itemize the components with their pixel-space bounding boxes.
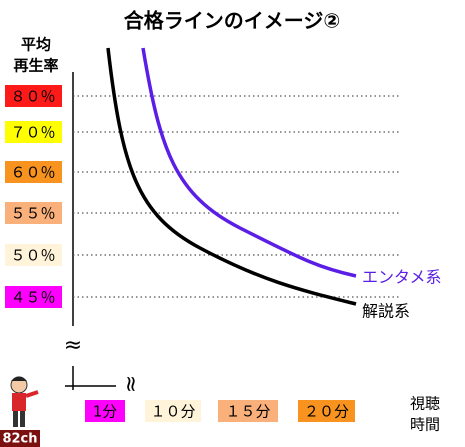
logo-box [0,430,40,447]
x-tick-label: 1分 [93,403,118,421]
y-tick-label: ４５％ [10,289,55,307]
y-tick-label: ５０％ [10,247,55,265]
x-level-box [298,400,355,422]
y-tick-label: ６０％ [10,164,55,182]
curve [141,47,357,278]
x-tick-label: １０分 [150,403,195,421]
y-level-box [5,286,62,308]
logo: 82ch [2,432,37,447]
x-axis-label: 視聴 [410,395,440,413]
x-tick-label: ２０分 [304,403,349,421]
x-level-box [218,400,278,422]
y-axis-label: 再生率 [13,57,58,75]
x-level-box [145,400,201,422]
y-tick-label: ８０％ [10,88,55,106]
curve-label: エンタメ系 [362,268,442,287]
curve [106,47,357,306]
y-level-box [5,244,62,266]
x-axis-label: 時間 [410,416,440,434]
x-tick-label: １５分 [225,403,270,421]
axis-break: ≈ [64,333,82,358]
axis-break: ≈ [118,375,143,393]
y-level-box [5,121,62,143]
y-level-box [5,202,62,224]
y-tick-label: ５５％ [10,205,55,223]
y-level-box [5,161,62,183]
y-level-box [5,85,62,107]
logo-figure [10,376,39,427]
y-axis-label: 平均 [21,36,51,54]
chart-title: 合格ラインのイメージ② [124,9,341,33]
curve-label: 解説系 [362,302,410,321]
x-level-box [85,400,125,422]
y-tick-label: ７０％ [10,124,55,142]
